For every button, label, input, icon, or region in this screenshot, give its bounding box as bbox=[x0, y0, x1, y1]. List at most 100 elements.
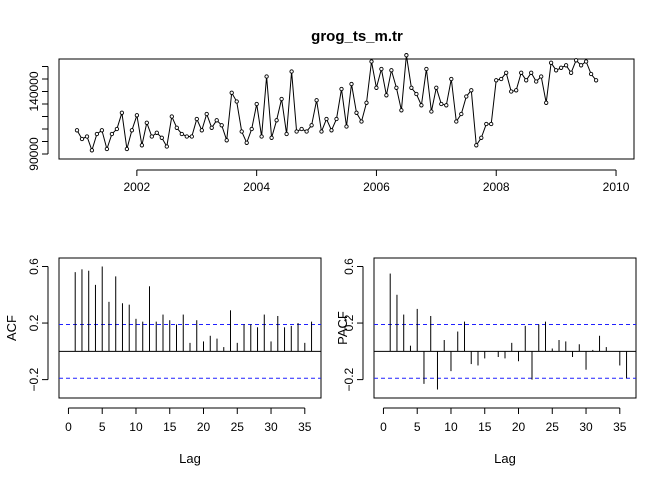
ts-data-point bbox=[563, 63, 569, 68]
ts-data-point bbox=[219, 123, 224, 128]
ts-data-point bbox=[109, 131, 115, 137]
ts-data-point bbox=[279, 96, 284, 102]
ts-data-point bbox=[588, 71, 594, 77]
pacf-x-axis-label: Lag bbox=[494, 451, 516, 466]
ts-data-point bbox=[454, 119, 459, 124]
pacf-panel: Lag PACF 0 5 10 15 20 25 30 35 −0.2 0.2 0.6 bbox=[335, 257, 637, 466]
ts-data-point bbox=[364, 100, 369, 105]
ts-data-point bbox=[394, 85, 399, 90]
acf-x-tick-label: 5 bbox=[99, 420, 106, 434]
ts-x-tick-label: 2002 bbox=[124, 180, 151, 194]
ts-data-point bbox=[459, 111, 464, 117]
acf-x-tick-label: 10 bbox=[129, 420, 143, 434]
ts-data-point bbox=[474, 143, 479, 148]
ts-data-point bbox=[129, 128, 135, 133]
ts-data-point bbox=[389, 68, 394, 73]
ts-data-point bbox=[324, 116, 329, 122]
ts-data-point bbox=[404, 53, 409, 58]
acf-x-tick-label: 0 bbox=[65, 420, 72, 434]
ts-series-line bbox=[76, 55, 597, 152]
ts-data-point bbox=[494, 78, 499, 83]
ts-x-axis: 2002 2004 2006 2008 2010 bbox=[124, 169, 630, 194]
ts-data-point bbox=[534, 79, 539, 84]
ts-data-point bbox=[144, 120, 149, 125]
ts-data-point bbox=[169, 114, 174, 119]
ts-panel: grog_ts_m.tr 2002 2004 2006 2008 2010 90000 1… bbox=[27, 28, 635, 194]
acf-y-axis-label: ACF bbox=[4, 315, 19, 341]
ts-y-tick-label: 90000 bbox=[27, 137, 41, 171]
ts-data-point bbox=[439, 101, 444, 107]
ts-data-point bbox=[379, 66, 384, 72]
ts-data-point bbox=[179, 131, 184, 137]
acf-x-axis-label: Lag bbox=[179, 451, 201, 466]
pacf-y-tick-label: 0.2 bbox=[342, 314, 356, 331]
ts-data-point bbox=[199, 128, 204, 133]
ts-data-point bbox=[414, 91, 419, 97]
ts-data-point bbox=[524, 78, 529, 83]
ts-data-point bbox=[74, 128, 80, 133]
acf-panel: Lag ACF 0 5 10 15 20 25 30 35 −0.2 0.2 0.6 bbox=[4, 257, 322, 466]
ts-data-point bbox=[499, 76, 504, 82]
ts-data-point bbox=[314, 98, 319, 103]
pacf-plot-area bbox=[374, 273, 636, 390]
acf-y-tick-label: 0.2 bbox=[27, 314, 41, 331]
ts-data-point bbox=[519, 70, 524, 75]
ts-plot-area bbox=[74, 53, 599, 153]
ts-data-point bbox=[464, 94, 469, 99]
ts-data-point bbox=[553, 68, 559, 73]
ts-data-point bbox=[254, 101, 259, 107]
ts-data-point bbox=[334, 116, 339, 122]
ts-data-point bbox=[299, 126, 304, 132]
ts-data-point bbox=[434, 85, 439, 90]
ts-data-point bbox=[159, 135, 164, 140]
ts-data-point bbox=[304, 129, 309, 134]
ts-data-point bbox=[99, 128, 105, 133]
ts-data-point bbox=[124, 146, 130, 152]
ts-data-point bbox=[119, 110, 125, 115]
ts-data-point bbox=[514, 88, 519, 93]
acf-plot-area bbox=[59, 266, 321, 379]
pacf-x-tick-label: 5 bbox=[414, 420, 421, 434]
ts-y-axis: 90000 140000 bbox=[27, 66, 49, 171]
pacf-x-axis: 0 5 10 15 20 25 30 35 bbox=[380, 407, 627, 434]
pacf-x-tick-label: 35 bbox=[613, 420, 627, 434]
ts-data-point bbox=[504, 70, 509, 75]
ts-data-point bbox=[349, 81, 354, 87]
acf-y-tick-label: −0.2 bbox=[27, 367, 41, 391]
ts-plot-frame bbox=[58, 58, 635, 160]
pacf-x-tick-label: 20 bbox=[512, 420, 526, 434]
ts-data-point bbox=[593, 78, 599, 83]
pacf-x-tick-label: 10 bbox=[444, 420, 458, 434]
ts-data-point bbox=[244, 140, 249, 145]
ts-data-point bbox=[578, 63, 584, 68]
acf-x-tick-label: 30 bbox=[264, 420, 278, 434]
ts-data-point bbox=[359, 119, 364, 124]
pacf-y-axis: −0.2 0.2 0.6 bbox=[342, 258, 364, 391]
ts-data-point bbox=[548, 60, 554, 65]
ts-data-point bbox=[539, 74, 544, 79]
chart-title: grog_ts_m.tr bbox=[311, 28, 403, 45]
ts-data-point bbox=[269, 135, 274, 140]
ts-data-point bbox=[484, 121, 489, 127]
ts-data-point bbox=[264, 74, 269, 79]
ts-data-point bbox=[449, 76, 454, 82]
acf-y-tick-label: 0.6 bbox=[27, 258, 41, 275]
ts-data-point bbox=[409, 85, 414, 90]
ts-data-point bbox=[184, 134, 189, 139]
ts-data-point bbox=[344, 124, 349, 129]
ts-data-point bbox=[234, 99, 239, 104]
ts-data-point bbox=[104, 146, 110, 152]
ts-data-point bbox=[399, 108, 404, 113]
pacf-y-tick-label: −0.2 bbox=[342, 367, 356, 391]
ts-data-point bbox=[469, 88, 474, 93]
ts-data-point bbox=[174, 125, 179, 130]
ts-data-point bbox=[319, 129, 324, 134]
ts-data-point bbox=[544, 100, 549, 105]
ts-data-point bbox=[369, 59, 374, 64]
ts-data-point bbox=[573, 58, 579, 63]
pacf-y-tick-label: 0.6 bbox=[342, 258, 356, 275]
ts-data-point bbox=[583, 59, 589, 64]
ts-data-point bbox=[194, 116, 199, 122]
ts-data-point bbox=[229, 90, 234, 95]
